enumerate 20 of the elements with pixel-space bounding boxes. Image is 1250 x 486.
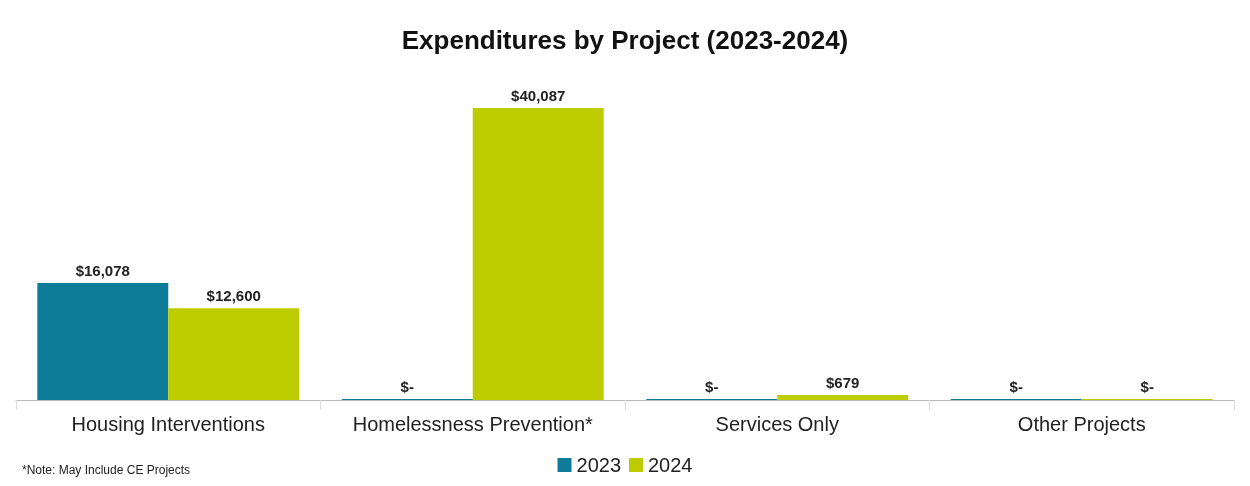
data-label: $16,078 (75, 261, 130, 279)
data-label: $- (705, 378, 719, 395)
legend-label: 2024 (648, 454, 693, 476)
legend-label: 2023 (576, 454, 622, 476)
bar (168, 308, 300, 400)
data-label: $- (400, 378, 414, 395)
bar (777, 395, 909, 400)
x-tick-label: Homelessness Prevention* (352, 413, 594, 435)
text: *Note: May Include CE Projects (22, 463, 191, 477)
x-tick-label: Housing Interventions (71, 413, 265, 435)
data-label: $679 (826, 374, 860, 392)
chart-title: Expenditures by Project (2023-2024) (401, 25, 849, 55)
bar (37, 282, 169, 400)
data-label: $12,600 (206, 287, 261, 305)
data-label: $- (1009, 378, 1023, 395)
x-tick-label: Services Only (715, 413, 839, 435)
bar (472, 108, 604, 400)
data-label: $- (1140, 378, 1154, 395)
data-label: $40,087 (511, 87, 566, 104)
x-tick-label: Other Projects (1017, 413, 1146, 435)
